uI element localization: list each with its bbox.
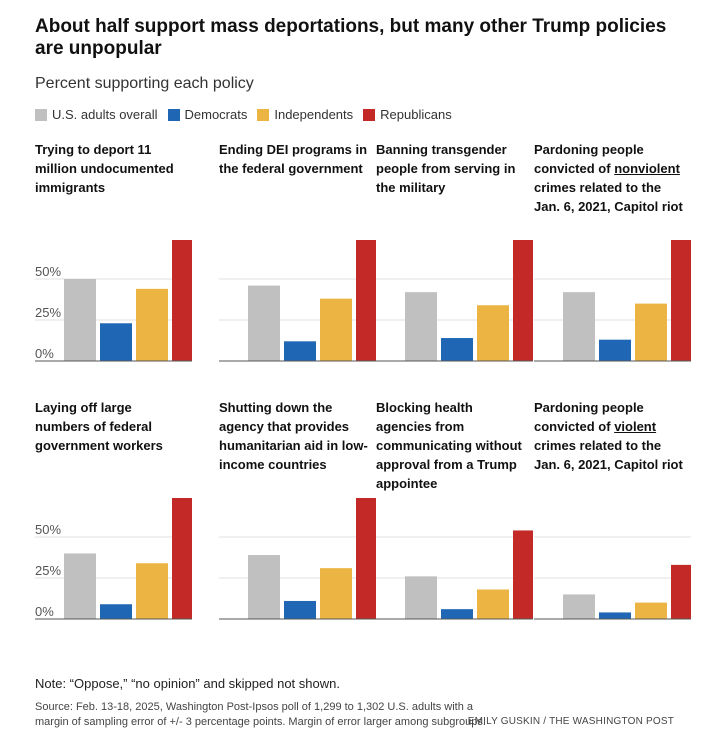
bar-republicans (356, 240, 376, 361)
legend-label-overall: U.S. adults overall (52, 107, 158, 122)
panel-bar-chart (376, 530, 533, 620)
bar-democrats (599, 339, 631, 361)
bar-democrats (100, 323, 132, 361)
legend-swatch-democrats (167, 108, 180, 121)
panel-title-text: Blocking health agencies from communicat… (376, 400, 522, 491)
y-tick-label: 25% (35, 563, 61, 578)
panel-title-text: Banning transgender people from serving … (376, 142, 516, 195)
panel-bar-chart (534, 240, 691, 362)
bar-democrats (441, 338, 473, 361)
chart-panel: Banning transgender people from serving … (376, 140, 533, 372)
chart-note: Note: “Oppose,” “no opinion” and skipped… (35, 676, 340, 691)
panel-title: Banning transgender people from serving … (376, 140, 526, 197)
panel-bar-chart (219, 498, 376, 620)
bar-overall (64, 279, 96, 361)
bar-republicans (671, 564, 691, 619)
y-tick-label: 50% (35, 522, 61, 537)
panel-title-emphasis: violent (614, 419, 657, 434)
bar-overall (64, 553, 96, 619)
bar-democrats (284, 341, 316, 361)
legend-item-overall: U.S. adults overall (35, 107, 158, 122)
bar-overall (405, 576, 437, 619)
legend-label-republicans: Republicans (380, 107, 452, 122)
bar-republicans (172, 498, 192, 619)
chart-panel: Laying off large numbers of federal gove… (35, 398, 192, 630)
chart-source: Source: Feb. 13-18, 2025, Washington Pos… (35, 701, 486, 728)
bar-independents (477, 305, 509, 361)
panel-title: Shutting down the agency that provides h… (219, 398, 369, 474)
panel-title: Trying to deport 11 million undocumented… (35, 140, 185, 197)
panel-title: Blocking health agencies from communicat… (376, 398, 526, 493)
legend-item-democrats: Democrats (167, 107, 248, 122)
legend-swatch-republicans (363, 108, 376, 121)
panel-bar-chart (534, 536, 691, 620)
panel-title-text: Laying off large numbers of federal gove… (35, 400, 163, 453)
bar-overall (405, 292, 437, 361)
panel-title: Laying off large numbers of federal gove… (35, 398, 185, 455)
bar-republicans (172, 240, 192, 361)
panel-title: Pardoning people convicted of nonviolent… (534, 140, 684, 216)
y-tick-label: 50% (35, 264, 61, 279)
bar-democrats (599, 612, 631, 619)
chart-panel: Trying to deport 11 million undocumented… (35, 140, 192, 372)
panel-title: Pardoning people convicted of violent cr… (534, 398, 684, 474)
panel-title-text: crimes related to the Jan. 6, 2021, Capi… (534, 180, 683, 214)
panel-bar-chart (219, 240, 376, 362)
bar-independents (477, 589, 509, 619)
bar-democrats (441, 609, 473, 619)
chart-title: About half support mass deportations, bu… (35, 16, 667, 59)
panel-title-emphasis: nonviolent (614, 161, 680, 176)
panel-bar-chart: 0%25%50%75% (35, 498, 192, 620)
y-tick-label: 0% (35, 346, 54, 361)
chart-subtitle: Percent supporting each policy (35, 75, 254, 92)
legend-label-democrats: Democrats (184, 107, 248, 122)
chart-panel: Ending DEI programs in the federal gover… (219, 140, 376, 372)
bar-republicans (671, 240, 691, 361)
bar-independents (635, 303, 667, 361)
bar-independents (320, 568, 352, 619)
bar-democrats (100, 604, 132, 619)
chart-panel: Pardoning people convicted of violent cr… (534, 398, 691, 630)
panel-title-text: Shutting down the agency that provides h… (219, 400, 368, 472)
legend-item-republicans: Republicans (363, 107, 452, 122)
bar-independents (136, 288, 168, 361)
legend-item-independents: Independents (257, 107, 353, 122)
bar-overall (563, 292, 595, 361)
chart-panel: Blocking health agencies from communicat… (376, 398, 533, 630)
panel-title-text: Pardoning people convicted of (534, 142, 644, 176)
panel-title-text: Pardoning people convicted of (534, 400, 644, 434)
chart-panel: Pardoning people convicted of nonviolent… (534, 140, 691, 372)
legend-label-independents: Independents (274, 107, 354, 122)
bar-overall (248, 555, 280, 619)
chart-panel: Shutting down the agency that provides h… (219, 398, 376, 630)
bar-independents (136, 563, 168, 619)
bar-independents (320, 298, 352, 361)
bar-republicans (513, 240, 533, 361)
y-tick-label: 25% (35, 305, 61, 320)
legend-swatch-overall (35, 108, 47, 121)
chart-credit: EMILY GUSKIN / THE WASHINGTON POST (467, 716, 674, 727)
legend-swatch-independents (257, 108, 270, 121)
panel-bar-chart (376, 240, 533, 362)
bar-republicans (356, 498, 376, 619)
y-tick-label: 0% (35, 604, 54, 619)
panel-title-text: crimes related to the Jan. 6, 2021, Capi… (534, 438, 683, 472)
panel-bar-chart: 0%25%50%75% (35, 240, 192, 362)
bar-democrats (284, 600, 316, 619)
bar-overall (563, 594, 595, 619)
legend: U.S. adults overall Democrats Independen… (35, 107, 462, 122)
panel-title-text: Trying to deport 11 million undocumented… (35, 142, 174, 195)
panel-title-text: Ending DEI programs in the federal gover… (219, 142, 368, 176)
bar-independents (635, 602, 667, 619)
panel-title: Ending DEI programs in the federal gover… (219, 140, 369, 178)
bar-overall (248, 285, 280, 361)
bar-republicans (513, 530, 533, 619)
